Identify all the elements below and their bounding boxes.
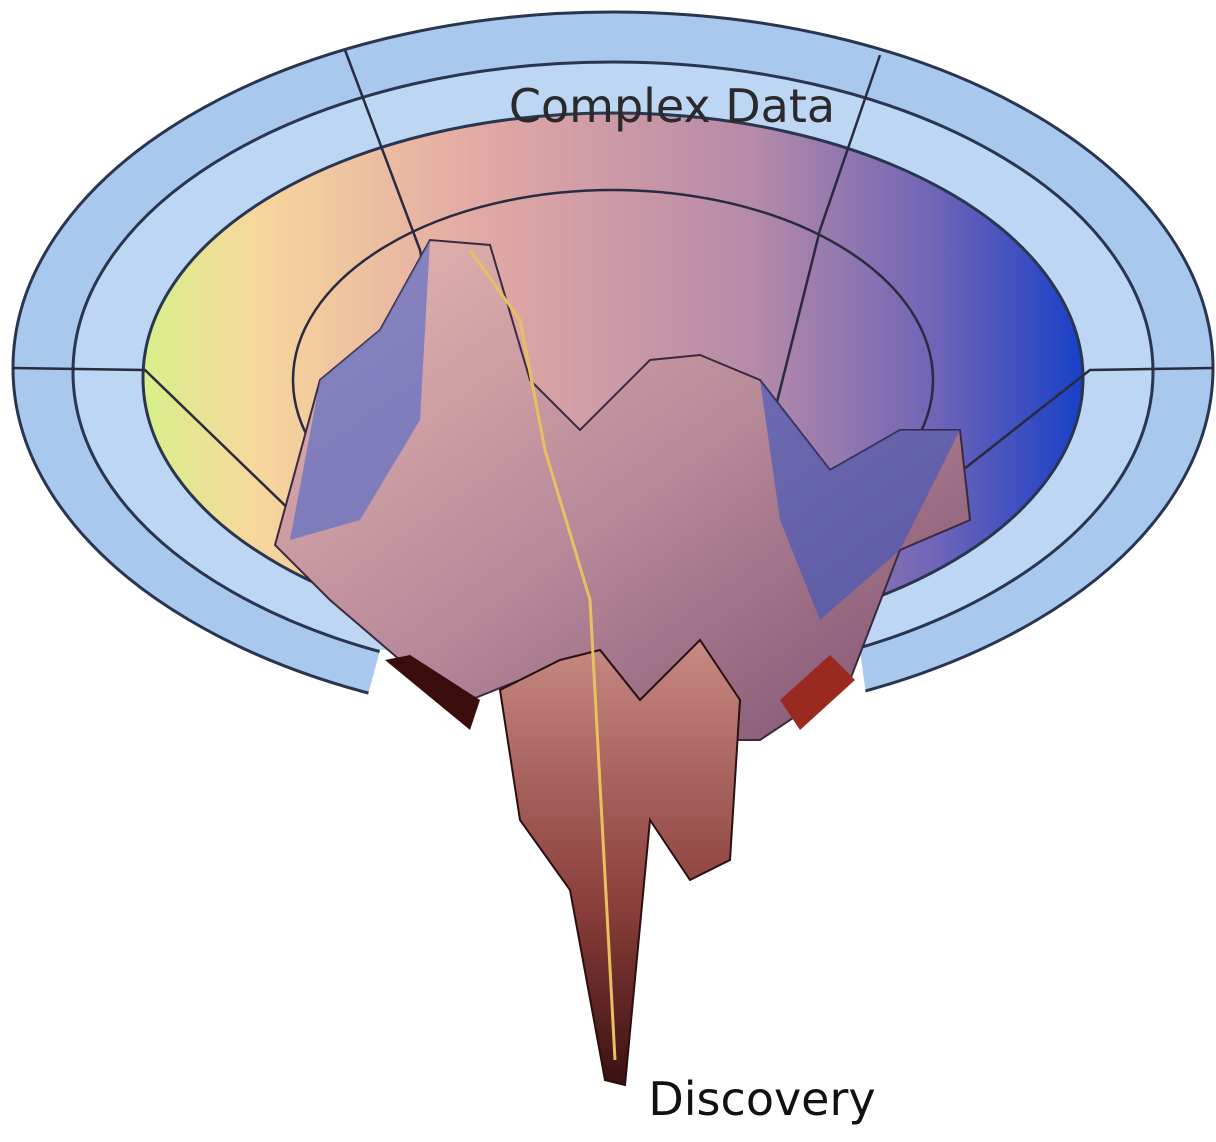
top-label: Complex Data [509,79,835,133]
terrain-shadow [760,380,960,620]
terrain-shadow [290,240,430,540]
terrain-edge [780,655,855,730]
ridge-line [468,249,617,1061]
bottom-label: Discovery [648,1072,875,1126]
terrain-edge [385,655,480,730]
spike [498,638,742,1087]
